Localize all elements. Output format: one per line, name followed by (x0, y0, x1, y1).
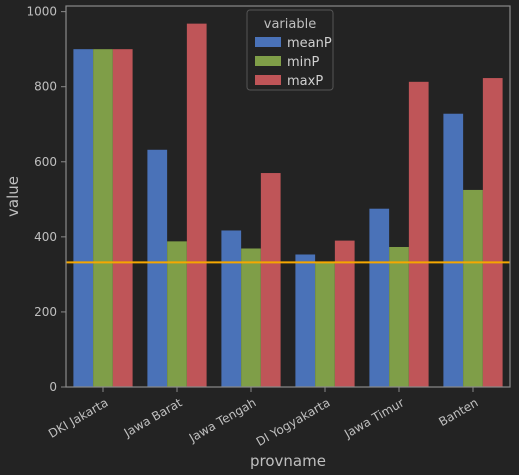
y-axis-label: value (4, 176, 22, 217)
bar-meanP-0 (73, 49, 94, 388)
y-axis-ticks: 0 200 400 600 800 1000 (26, 5, 66, 394)
bars-layer (73, 23, 503, 388)
legend-box (246, 9, 334, 91)
bar-meanP-3 (295, 254, 316, 387)
legend-items: meanP minP maxP (255, 36, 332, 89)
x-tick-label: Jawa Barat (121, 395, 185, 440)
bar-maxP-3 (334, 240, 355, 387)
bar-maxP-2 (260, 173, 281, 387)
y-tick-label: 400 (34, 230, 57, 244)
y-tick-label: 0 (49, 380, 57, 394)
bar-meanP-4 (369, 208, 390, 387)
x-tick-label: Jawa Timur (341, 395, 406, 441)
bar-maxP-5 (482, 78, 503, 387)
x-tick-label: Banten (436, 395, 480, 429)
y-tick-label: 600 (34, 155, 57, 169)
y-tick-label: 800 (34, 80, 57, 94)
x-tick-label: DI Yogyakarta (254, 395, 333, 449)
bar-minP-5 (463, 189, 483, 387)
y-tick-label: 200 (34, 305, 57, 319)
y-tick-label: 1000 (26, 5, 57, 19)
legend-label-meanP: meanP (287, 36, 332, 51)
bar-minP-3 (315, 262, 335, 387)
bar-meanP-1 (147, 149, 168, 387)
x-tick-label: Jawa Tengah (186, 395, 259, 445)
bar-minP-0 (93, 49, 113, 388)
legend-label-minP: minP (287, 55, 320, 70)
plot-frame (65, 5, 511, 388)
bar-minP-2 (241, 248, 261, 387)
bar-minP-1 (167, 241, 187, 387)
legend-title: variable (264, 17, 316, 32)
legend: variable meanP minP maxP (246, 9, 334, 91)
bar-meanP-5 (443, 113, 464, 387)
legend-swatch-maxP (255, 75, 281, 85)
bar-minP-4 (389, 246, 409, 387)
bar-maxP-0 (112, 49, 133, 388)
legend-swatch-meanP (255, 37, 281, 47)
legend-label-maxP: maxP (287, 74, 323, 89)
bar-maxP-1 (186, 23, 207, 387)
bar-maxP-4 (408, 81, 429, 387)
bar-meanP-2 (221, 230, 242, 387)
x-tick-label: DKI Jakarta (46, 395, 111, 440)
legend-swatch-minP (255, 56, 281, 66)
x-axis-label: provname (250, 452, 326, 470)
